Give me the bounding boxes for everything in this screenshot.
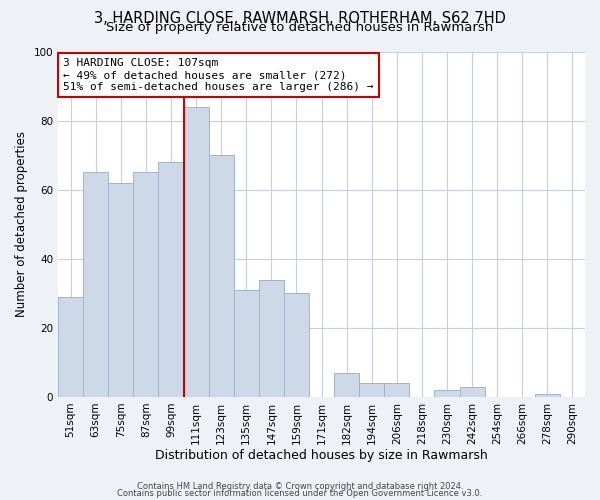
Text: Size of property relative to detached houses in Rawmarsh: Size of property relative to detached ho… [106, 22, 494, 35]
Bar [233, 290, 259, 397]
Bar [158, 162, 184, 397]
Bar [133, 172, 158, 397]
Bar [209, 155, 233, 397]
Bar [284, 294, 309, 397]
Bar [334, 373, 359, 397]
Bar [184, 107, 209, 397]
Text: Contains public sector information licensed under the Open Government Licence v3: Contains public sector information licen… [118, 489, 482, 498]
Bar [83, 172, 108, 397]
Bar [460, 386, 485, 397]
Bar [384, 383, 409, 397]
Bar [259, 280, 284, 397]
Bar [108, 183, 133, 397]
Text: 3 HARDING CLOSE: 107sqm
← 49% of detached houses are smaller (272)
51% of semi-d: 3 HARDING CLOSE: 107sqm ← 49% of detache… [64, 58, 374, 92]
X-axis label: Distribution of detached houses by size in Rawmarsh: Distribution of detached houses by size … [155, 450, 488, 462]
Text: 3, HARDING CLOSE, RAWMARSH, ROTHERHAM, S62 7HD: 3, HARDING CLOSE, RAWMARSH, ROTHERHAM, S… [94, 11, 506, 26]
Bar [58, 297, 83, 397]
Y-axis label: Number of detached properties: Number of detached properties [15, 131, 28, 317]
Text: Contains HM Land Registry data © Crown copyright and database right 2024.: Contains HM Land Registry data © Crown c… [137, 482, 463, 491]
Bar [434, 390, 460, 397]
Bar [359, 383, 384, 397]
Bar [535, 394, 560, 397]
